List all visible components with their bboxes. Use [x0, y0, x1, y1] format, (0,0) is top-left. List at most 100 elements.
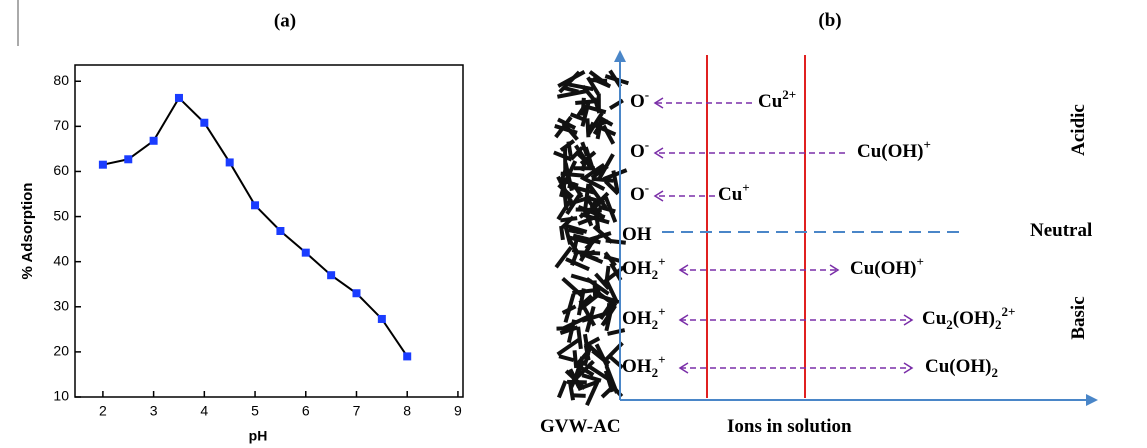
fiber: [557, 117, 577, 130]
label-part: Cu(OH): [850, 258, 917, 279]
label-part: O: [630, 141, 645, 162]
fiber: [568, 235, 593, 246]
fiber: [580, 156, 589, 172]
fiber: [572, 287, 601, 295]
data-point: [200, 118, 209, 127]
fiber: [576, 288, 586, 316]
arrowhead: [653, 190, 664, 202]
label-part: 2+: [782, 87, 796, 102]
fiber: [553, 150, 573, 162]
y-axis-label: % Adsorption: [19, 183, 36, 280]
fiber: [554, 124, 578, 135]
diagram-label: O-: [630, 137, 649, 162]
fiber: [581, 373, 602, 383]
label-part: OH: [622, 356, 652, 377]
y-tick-label: 10: [53, 388, 69, 404]
label-part: +: [658, 254, 665, 269]
fiber: [603, 251, 617, 267]
x-tick-label: 7: [353, 403, 361, 419]
fiber: [583, 252, 604, 265]
y-tick-label: 20: [53, 343, 69, 359]
axis-arrowhead: [1086, 394, 1098, 406]
label-part: -: [645, 87, 649, 102]
diagram-label: O-: [630, 180, 649, 205]
label-part: Cu(OH): [857, 141, 924, 162]
fiber: [587, 105, 607, 115]
y-tick-label: 80: [53, 72, 69, 88]
label-part: +: [742, 180, 749, 195]
label-part: OH: [622, 258, 652, 279]
fiber: [562, 160, 578, 185]
plot-frame: [74, 64, 464, 398]
axis-arrowhead: [614, 50, 626, 62]
label-part: +: [917, 254, 924, 269]
fiber: [599, 304, 612, 320]
fiber: [566, 319, 577, 343]
label-part: +: [658, 352, 665, 367]
fiber: [565, 257, 590, 272]
label-part: Cu: [922, 308, 947, 329]
data-point: [251, 201, 260, 210]
fiber: [558, 354, 575, 363]
fiber: [571, 393, 586, 398]
fiber: [585, 379, 600, 407]
diagram-label: Neutral: [1030, 220, 1092, 241]
label-part: +: [658, 304, 665, 319]
diagram-label: Cu+: [718, 180, 750, 205]
label-part: 2: [946, 317, 953, 332]
fiber: [556, 380, 568, 399]
diagram-label: (b): [818, 10, 841, 31]
x-tick-label: 9: [454, 403, 462, 419]
arrowhead: [653, 147, 664, 159]
diagram-label: Cu2+: [758, 87, 796, 112]
diagram-label: Ions in solution: [727, 416, 852, 437]
fiber: [574, 345, 594, 367]
data-point: [225, 158, 234, 167]
fiber: [607, 328, 626, 336]
label-part: 2: [995, 317, 1002, 332]
y-tick-label: 30: [53, 297, 69, 313]
arrowhead: [678, 314, 689, 326]
fiber: [563, 226, 573, 245]
label-part: 2: [652, 317, 659, 332]
fiber: [577, 380, 599, 392]
diagram-label: Cu(OH)+: [857, 137, 931, 162]
fiber: [564, 86, 579, 94]
data-point: [403, 352, 412, 361]
fiber: [587, 364, 612, 383]
x-tick-label: 6: [302, 403, 310, 419]
data-point: [149, 136, 158, 145]
label-part: O: [630, 91, 645, 112]
data-point: [276, 227, 285, 235]
label-part: Cu: [718, 184, 743, 205]
fiber: [576, 326, 583, 350]
label-part: Cu(OH): [925, 356, 992, 377]
label-part: 2: [652, 365, 659, 380]
label-part: Basic: [1068, 296, 1089, 339]
fiber: [580, 141, 590, 157]
y-tick-label: 70: [53, 117, 69, 133]
fiber: [563, 293, 576, 323]
x-axis-label: pH: [249, 428, 268, 444]
diagram-label: OH: [622, 224, 652, 245]
diagram-label: Acidic: [1068, 104, 1089, 156]
fiber: [591, 176, 614, 183]
fiber: [569, 359, 586, 389]
arrowhead: [903, 314, 914, 326]
diagram-label: GVW-AC: [540, 416, 621, 437]
label-part: 2: [652, 267, 659, 282]
label-part: (OH): [953, 308, 995, 329]
fiber: [588, 70, 611, 88]
data-point: [174, 93, 183, 102]
arrowhead: [653, 97, 664, 109]
fiber: [560, 215, 575, 229]
arrowhead: [903, 362, 914, 374]
fiber: [594, 343, 610, 368]
label-part: Ions in solution: [727, 416, 852, 437]
fiber: [597, 153, 615, 181]
fiber: [603, 196, 618, 223]
arrowhead: [678, 362, 689, 374]
y-tick-label: 50: [53, 207, 69, 223]
data-line: [102, 96, 409, 357]
